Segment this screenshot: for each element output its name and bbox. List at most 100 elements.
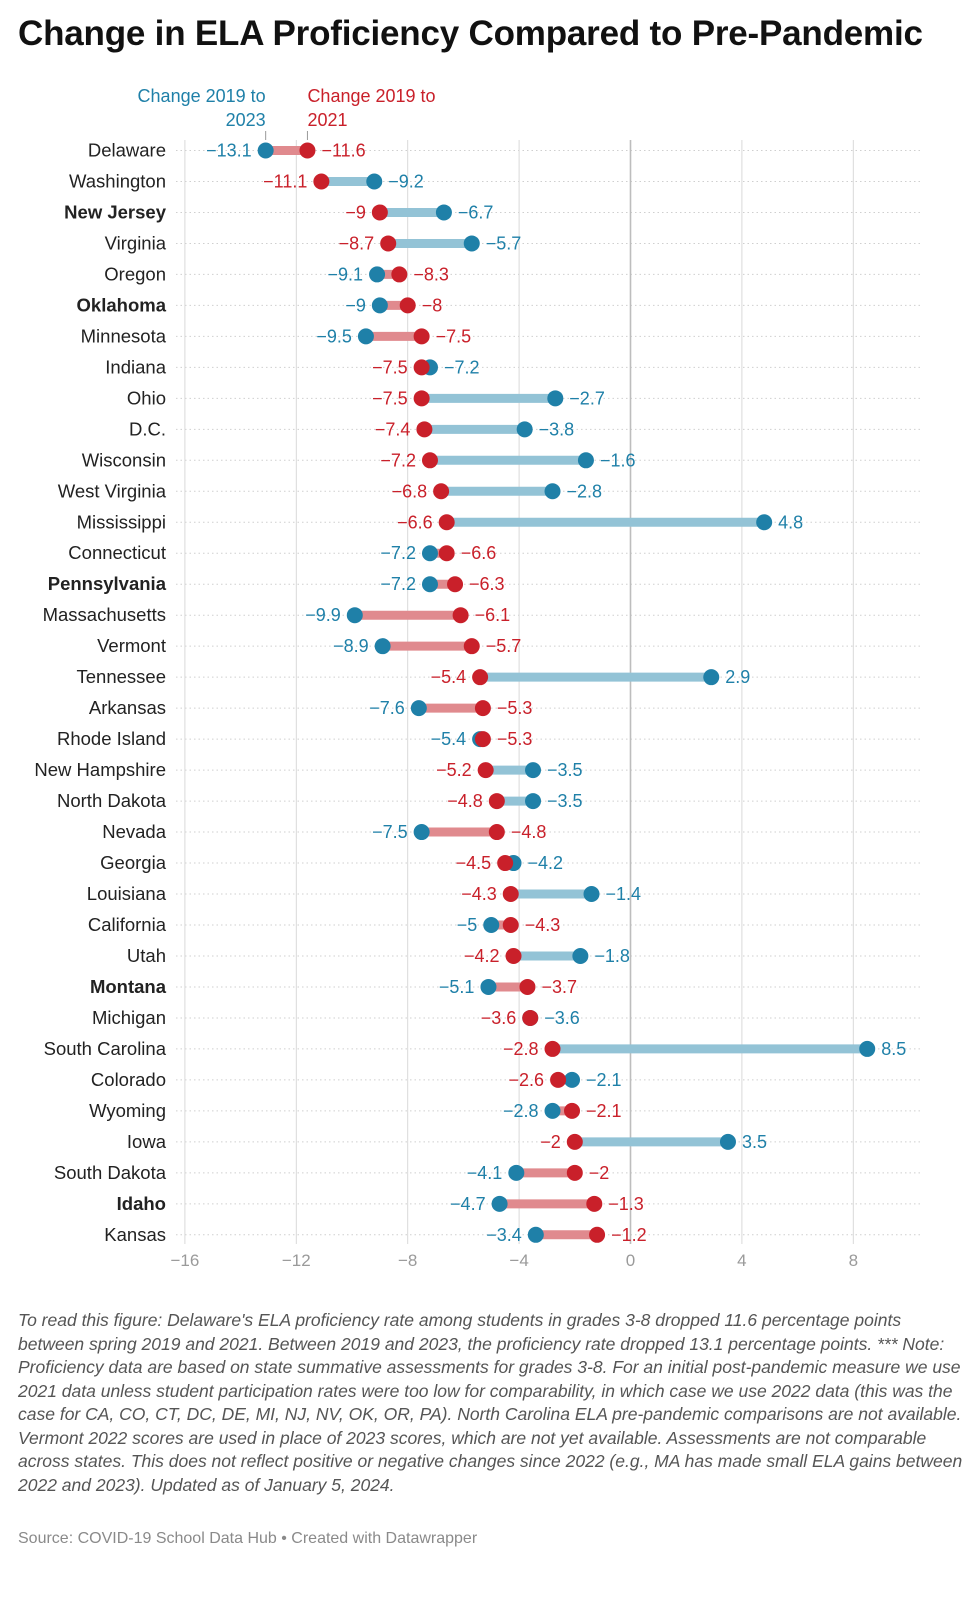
state-label: Vermont (97, 635, 166, 656)
value-label-2021: −6.6 (461, 543, 497, 563)
dot-2023 (374, 638, 391, 655)
state-label: Georgia (100, 852, 167, 873)
value-label-2023: −3.4 (486, 1225, 522, 1245)
dot-2021 (399, 297, 416, 314)
dot-2023 (421, 576, 438, 593)
dot-2021 (477, 762, 494, 779)
dot-2023 (525, 793, 542, 810)
value-label-2021: −8.7 (339, 233, 375, 253)
dot-2023 (577, 452, 594, 469)
dot-2021 (564, 1102, 581, 1119)
state-label: Kansas (104, 1224, 166, 1245)
chart-row: Delaware −13.1 −11.6 (88, 140, 366, 161)
chart-row: South Carolina −2.8 8.5 (44, 1038, 907, 1059)
source-credit: Source: COVID-19 School Data Hub • Creat… (18, 1530, 478, 1547)
value-label-2021: −5.3 (497, 729, 533, 749)
value-label-2021: −7.4 (375, 419, 411, 439)
value-label-2023: −7.2 (380, 543, 416, 563)
x-tick-label: −8 (398, 1251, 417, 1270)
dot-2021 (488, 824, 505, 841)
value-label-2021: −6.8 (392, 481, 428, 501)
chart-row: Louisiana −4.3 −1.4 (87, 883, 641, 904)
state-label: Louisiana (87, 883, 167, 904)
value-label-2023: −1.8 (594, 946, 630, 966)
dot-2021 (413, 328, 430, 345)
value-label-2021: −8.3 (413, 264, 449, 284)
state-label: Mississippi (77, 511, 166, 532)
chart-row: Connecticut −7.2 −6.6 (68, 542, 496, 563)
dot-2023 (257, 142, 274, 159)
legend-label-2021: Change 2019 to (307, 86, 435, 106)
state-label: Delaware (88, 140, 166, 161)
state-label: Nevada (102, 821, 166, 842)
chart-row: Oregon −9.1 −8.3 (104, 263, 449, 284)
dot-2023 (527, 1226, 544, 1243)
value-label-2023: −3.5 (547, 760, 583, 780)
value-label-2023: −3.6 (544, 1008, 580, 1028)
state-label: Minnesota (81, 325, 167, 346)
dot-2021 (413, 359, 430, 376)
value-label-2023: −5.7 (486, 233, 522, 253)
chart-row: New Jersey −9 −6.7 (64, 201, 493, 222)
x-tick-label: 4 (737, 1251, 746, 1270)
state-label: Wyoming (89, 1100, 166, 1121)
dot-2021 (416, 421, 433, 438)
dot-2023 (483, 917, 500, 933)
dot-2023 (508, 1164, 525, 1181)
state-label: Utah (127, 945, 166, 966)
chart-row: Vermont −8.9 −5.7 (97, 635, 521, 656)
chart-row: California −5 −4.3 (88, 914, 560, 935)
value-label-2023: 3.5 (742, 1132, 767, 1152)
state-label: Oregon (104, 263, 166, 284)
dot-2021 (421, 452, 438, 469)
dot-2023 (756, 514, 773, 531)
chart-row: Wisconsin −7.2 −1.6 (82, 449, 636, 470)
dot-2021 (522, 1009, 539, 1026)
dot-2021 (447, 576, 464, 593)
dot-2021 (589, 1226, 606, 1243)
value-label-2023: 2.9 (725, 667, 750, 687)
legend-label-2023: Change 2019 to (138, 86, 266, 106)
dot-2023 (480, 978, 497, 995)
value-label-2021: −6.3 (469, 574, 505, 594)
chart-row: New Hampshire −5.2 −3.5 (34, 759, 582, 780)
state-label: Tennessee (77, 666, 166, 687)
dot-2023 (491, 1195, 508, 1212)
dot-2021 (391, 266, 408, 283)
dot-2023 (525, 762, 542, 779)
chart-row: Tennessee −5.4 2.9 (77, 666, 751, 687)
x-tick-label: 8 (849, 1251, 858, 1270)
value-label-2021: −7.5 (436, 326, 472, 346)
state-label: West Virginia (58, 480, 167, 501)
dot-2021 (502, 917, 519, 933)
dot-2021 (433, 483, 450, 500)
dot-2021 (380, 235, 397, 252)
state-label: Massachusetts (43, 604, 166, 625)
dot-2023 (703, 669, 720, 686)
chart-row: South Dakota −4.1 −2 (54, 1162, 609, 1183)
state-label: D.C. (129, 418, 166, 439)
chart-row: Oklahoma −9 −8 (77, 294, 443, 315)
chart-row: Iowa −2 3.5 (127, 1131, 767, 1152)
value-label-2023: −7.2 (380, 574, 416, 594)
value-label-2021: −7.5 (372, 388, 408, 408)
state-label: South Dakota (54, 1162, 167, 1183)
dot-2021 (474, 731, 491, 748)
value-label-2023: −5.1 (439, 977, 475, 997)
x-tick-label: −4 (509, 1251, 528, 1270)
value-label-2021: −1.3 (608, 1194, 644, 1214)
chart-row: Rhode Island −5.4 −5.3 (57, 728, 532, 749)
x-axis: −16 −12 −8 −4 0 4 8 (170, 1251, 858, 1270)
value-label-2023: −2.1 (586, 1070, 622, 1090)
value-label-2021: −7.5 (372, 357, 408, 377)
legend-label-2023: 2023 (226, 110, 266, 130)
state-label: Connecticut (68, 542, 166, 563)
state-label: Pennsylvania (48, 573, 167, 594)
state-label: Arkansas (89, 697, 166, 718)
chart-row: Wyoming −2.8 −2.1 (89, 1100, 621, 1121)
chart-row: Minnesota −9.5 −7.5 (81, 325, 472, 346)
chart-title: Change in ELA Proficiency Compared to Pr… (18, 14, 923, 53)
dot-2023 (463, 235, 480, 252)
dot-2021 (544, 1040, 561, 1057)
value-label-2023: −1.6 (600, 450, 636, 470)
